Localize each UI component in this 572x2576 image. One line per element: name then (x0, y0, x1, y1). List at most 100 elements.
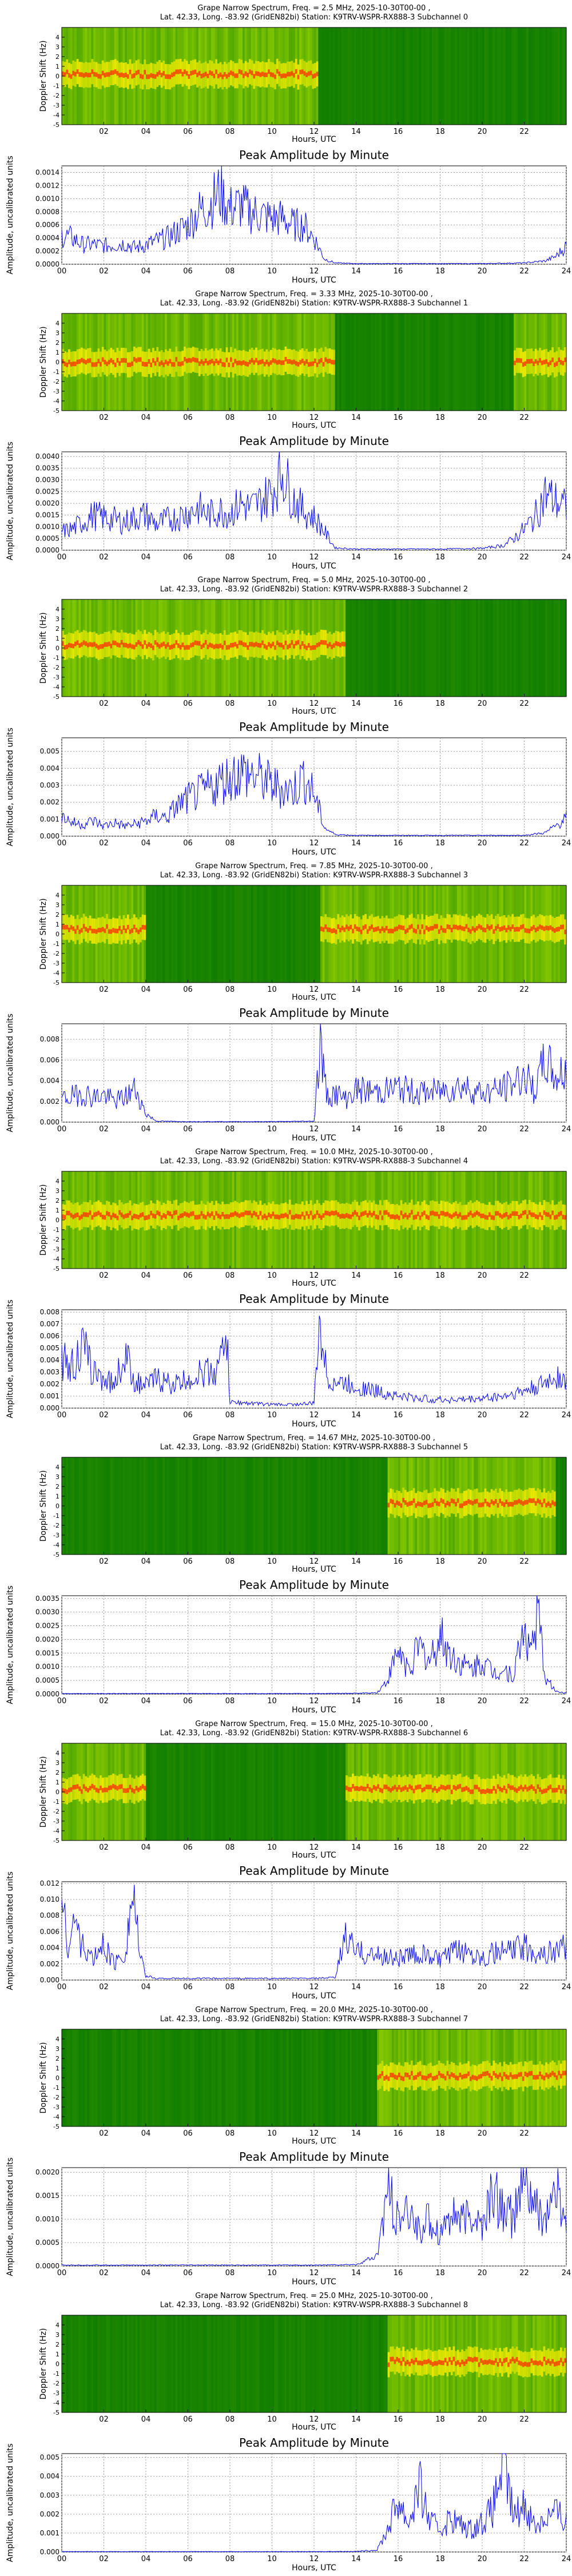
y-tick-label: -2 (53, 1522, 59, 1529)
x-tick-label: 00 (57, 839, 67, 848)
x-tick-label: 22 (519, 2415, 529, 2424)
x-tick-label: 22 (519, 553, 529, 562)
x-tick-label: 06 (183, 1843, 193, 1852)
y-tick-label: 0.002 (40, 1380, 59, 1388)
x-axis-label: Hours, UTC (292, 2137, 336, 2145)
x-tick-label: 08 (225, 2269, 235, 2277)
spectrum-chart: Grape Narrow Spectrum, Freq. = 15.0 MHz,… (0, 1716, 572, 1859)
y-tick-label: 0.0005 (35, 535, 59, 543)
y-tick-label: -5 (53, 121, 59, 129)
x-tick-label: 18 (435, 1983, 445, 1991)
y-tick-label: -5 (53, 407, 59, 415)
y-tick-label: -1 (53, 940, 59, 948)
y-tick-label: 3 (55, 1473, 59, 1481)
chart-title: Grape Narrow Spectrum, Freq. = 15.0 MHz,… (195, 1720, 432, 1728)
y-tick-label: 0.010 (40, 1895, 59, 1903)
x-axis-label: Hours, UTC (292, 2563, 336, 2573)
y-tick-label: 0.008 (40, 1308, 59, 1316)
y-tick-label: -2 (53, 2380, 59, 2387)
x-tick-label: 14 (351, 2555, 361, 2563)
x-tick-label: 12 (309, 267, 319, 276)
y-tick-label: 4 (55, 1750, 59, 1757)
x-tick-label: 14 (351, 1697, 361, 1706)
y-tick-label: 0.0010 (35, 2215, 59, 2223)
x-tick-label: 00 (57, 1125, 67, 1134)
chart-title: Peak Amplitude by Minute (239, 434, 389, 448)
x-tick-label: 18 (435, 1271, 445, 1280)
x-tick-label: 08 (225, 128, 235, 136)
x-tick-label: 10 (267, 699, 277, 708)
x-tick-label: 20 (478, 267, 487, 276)
x-tick-label: 20 (478, 2555, 487, 2563)
y-tick-label: 3 (55, 2045, 59, 2053)
x-tick-label: 24 (562, 1125, 571, 1134)
y-tick-label: -1 (53, 82, 59, 90)
amplitude-chart: Peak Amplitude by Minute0.00000.00050.00… (0, 1573, 572, 1716)
x-tick-label: 04 (141, 839, 151, 848)
y-tick-label: -4 (53, 1541, 59, 1549)
x-tick-label: 24 (562, 2269, 571, 2277)
x-tick-label: 04 (141, 1843, 151, 1852)
y-tick-label: 0.004 (40, 764, 59, 772)
y-tick-label: 0.012 (40, 1879, 59, 1887)
x-tick-label: 20 (478, 1843, 487, 1852)
y-tick-label: 0.0035 (35, 464, 59, 472)
spectrum-chart: Grape Narrow Spectrum, Freq. = 20.0 MHz,… (0, 2002, 572, 2145)
chart-subtitle: Lat. 42.33, Long. -83.92 (GridEN82bi) St… (160, 2301, 468, 2309)
x-tick-label: 12 (309, 1983, 319, 1991)
x-tick-label: 14 (351, 267, 361, 276)
x-tick-label: 18 (435, 1557, 445, 1566)
x-tick-label: 10 (267, 2555, 277, 2563)
x-tick-label: 20 (478, 699, 487, 708)
chart-title: Peak Amplitude by Minute (239, 720, 389, 734)
x-tick-label: 06 (183, 2129, 193, 2138)
chart-subtitle: Lat. 42.33, Long. -83.92 (GridEN82bi) St… (160, 1729, 468, 1738)
y-tick-label: 0.003 (40, 2491, 59, 2499)
x-tick-label: 18 (435, 1697, 445, 1706)
y-tick-label: 0.0030 (35, 476, 59, 484)
y-tick-label: 0.0025 (35, 488, 59, 496)
y-tick-label: 0.0015 (35, 511, 59, 519)
y-tick-label: -3 (53, 2390, 59, 2397)
amplitude-chart: Peak Amplitude by Minute0.0000.0010.0020… (0, 715, 572, 858)
x-tick-label: 22 (519, 1271, 529, 1280)
y-tick-label: 0.001 (40, 1392, 59, 1400)
x-tick-label: 08 (225, 1125, 235, 1134)
y-tick-label: -2 (53, 1808, 59, 1815)
y-tick-label: -5 (53, 2409, 59, 2416)
spectrum-columns (62, 313, 567, 411)
y-tick-label: 0.004 (40, 1077, 59, 1085)
y-tick-label: 0.0000 (35, 260, 59, 268)
x-tick-label: 06 (183, 699, 193, 708)
y-tick-label: 0 (55, 931, 59, 938)
x-tick-label: 22 (519, 414, 529, 422)
y-tick-label: 0.003 (40, 1368, 59, 1376)
y-tick-label: 0.0005 (35, 1676, 59, 1684)
x-tick-label: 02 (99, 1557, 109, 1566)
x-tick-label: 10 (267, 1697, 277, 1706)
y-tick-label: -5 (53, 979, 59, 987)
y-tick-label: 2 (55, 625, 59, 633)
y-tick-label: 1 (55, 1493, 59, 1500)
y-tick-label: -1 (53, 1798, 59, 1806)
x-tick-label: 24 (562, 1983, 571, 1991)
x-tick-label: 24 (562, 839, 571, 848)
y-tick-label: -4 (53, 1827, 59, 1835)
x-tick-label: 16 (394, 1557, 403, 1566)
spectrum-chart: Grape Narrow Spectrum, Freq. = 14.67 MHz… (0, 1430, 572, 1573)
x-axis-label: Hours, UTC (292, 562, 336, 571)
y-tick-label: 3 (55, 2331, 59, 2339)
y-tick-label: -3 (53, 1532, 59, 1539)
x-tick-label: 18 (435, 1411, 445, 1420)
y-axis-label: Doppler Shift (Hz) (39, 899, 48, 970)
x-tick-label: 14 (351, 1271, 361, 1280)
y-axis-label: Amplitude, uncalibrated units (6, 2443, 15, 2562)
x-axis-label: Hours, UTC (292, 2423, 336, 2431)
x-tick-label: 08 (225, 414, 235, 422)
chart-title: Peak Amplitude by Minute (239, 148, 389, 162)
x-axis-label: Hours, UTC (292, 1134, 336, 1143)
x-tick-label: 24 (562, 553, 571, 562)
x-tick-label: 14 (351, 699, 361, 708)
spectrum-panel: Grape Narrow Spectrum, Freq. = 14.67 MHz… (0, 1430, 572, 1573)
y-axis-label: Amplitude, uncalibrated units (6, 1871, 15, 1990)
